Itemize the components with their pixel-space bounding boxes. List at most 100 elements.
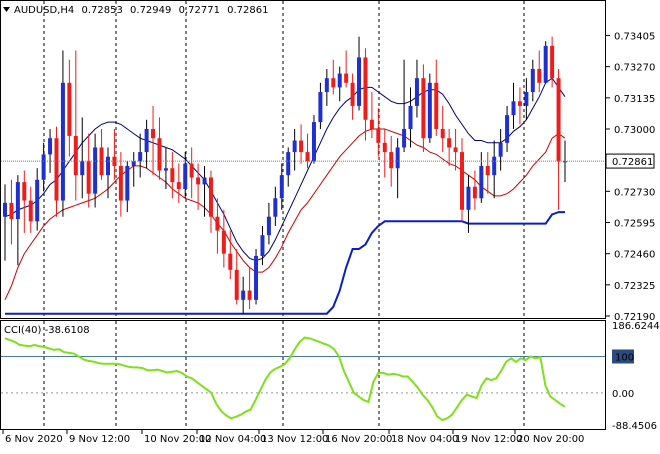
candle-body [273, 198, 278, 217]
candle-body [144, 128, 149, 153]
candle-body [183, 163, 188, 190]
candle-body [460, 152, 465, 210]
candle-body [138, 152, 143, 162]
candle-body [485, 165, 490, 176]
candle-body [524, 92, 529, 106]
candle-body [60, 82, 65, 201]
indicator-pane-frame [0, 320, 606, 430]
candle-body [15, 182, 20, 220]
time-tick-label: 20 Nov 20:00 [517, 434, 584, 445]
candle-body [208, 177, 213, 217]
candle-body [254, 255, 259, 300]
candle-body [67, 82, 72, 136]
price-tick-label: 0.72730 [614, 187, 655, 198]
candle-body [440, 128, 445, 139]
candle-body [402, 128, 407, 148]
candle-body [344, 73, 349, 83]
candle-body [266, 216, 271, 236]
triangle-down-icon[interactable] [3, 7, 10, 12]
price-tick-label: 0.72595 [614, 218, 655, 229]
candle-body [9, 202, 14, 220]
candle-body [479, 165, 484, 199]
time-tick-label: 19 Nov 12:00 [455, 434, 522, 445]
candle-body [234, 269, 239, 300]
candle-body [80, 161, 85, 176]
price-tag-box [605, 153, 655, 169]
cci-tick-label: -88.4506 [612, 421, 657, 432]
price-tick-label: 0.73000 [614, 125, 655, 136]
candle-body [118, 165, 123, 201]
candle-body [369, 119, 374, 129]
candle-body [311, 122, 316, 162]
candle-body [93, 147, 98, 194]
cci-tick-label: 100 [615, 352, 634, 363]
candle-body [54, 138, 59, 201]
candle-body [73, 135, 78, 176]
candle-body [350, 82, 355, 106]
candle-body [466, 186, 471, 210]
candle-body [247, 290, 252, 300]
price-tick-label: 0.73405 [614, 31, 655, 42]
candle-body [196, 177, 201, 185]
candle-body [389, 152, 394, 169]
candle-body [35, 179, 40, 222]
candle-body [279, 175, 284, 199]
candle-body [157, 138, 162, 171]
time-tick-label: 18 Nov 04:00 [391, 434, 458, 445]
low-value: 0.72771 [179, 5, 220, 16]
candle-body [151, 128, 156, 139]
candle-body [105, 156, 110, 176]
price-tick-label: 0.73270 [614, 63, 655, 74]
chart-header: AUDUSD,H4 0.72853 0.72949 0.72771 0.7286… [3, 5, 268, 16]
candle-body [427, 82, 432, 139]
candle-body [414, 78, 419, 106]
candle-body [41, 154, 46, 180]
candle-body [550, 45, 555, 79]
close-value: 0.72861 [227, 5, 268, 16]
candle-body [324, 78, 329, 93]
candle-body [299, 140, 304, 153]
candle-body [241, 290, 246, 300]
candle-body [337, 73, 342, 88]
candle-body [3, 202, 7, 217]
candle-body [331, 78, 336, 88]
candle-body [305, 152, 310, 162]
candle-body [215, 216, 220, 231]
candle-body [498, 142, 503, 157]
candle-body [556, 78, 561, 162]
candle-body [125, 165, 130, 201]
moving-average-line-2 [4, 128, 566, 301]
candle-body [292, 140, 297, 153]
cci-tick-label: 0.00 [612, 389, 634, 400]
candle-body [228, 253, 233, 270]
price-tick-label: 0.72460 [614, 250, 655, 261]
time-tick-label: 10 Nov 20:00 [144, 434, 211, 445]
candle-body [434, 82, 439, 129]
time-tick-label: 6 Nov 2020 [5, 434, 63, 445]
candle-body [376, 128, 381, 143]
cci-line [4, 336, 566, 422]
price-tick-label: 0.72190 [614, 312, 655, 323]
candle-body [221, 230, 226, 254]
candle-body [511, 101, 516, 116]
moving-average-series [4, 77, 566, 301]
candle-body [318, 92, 323, 123]
candle-body [28, 200, 33, 222]
current-price: 0.72861 [1, 153, 655, 169]
cci-tick-label: 186.6244 [612, 321, 660, 332]
cci-label: CCI(40) -38.6108 [4, 325, 90, 336]
time-tick-label: 16 Nov 20:00 [325, 434, 392, 445]
candle-body [472, 186, 477, 199]
time-tick-label: 13 Nov 12:00 [261, 434, 328, 445]
candle-body [131, 161, 136, 166]
candle-body [363, 57, 368, 120]
candle-body [260, 235, 265, 256]
symbol-label: AUDUSD,H4 [14, 5, 74, 16]
cci-level-tag [612, 349, 634, 364]
candle-body [408, 105, 413, 129]
time-tick-label: 9 Nov 12:00 [69, 434, 130, 445]
time-tick-label: 12 Nov 04:00 [199, 434, 266, 445]
